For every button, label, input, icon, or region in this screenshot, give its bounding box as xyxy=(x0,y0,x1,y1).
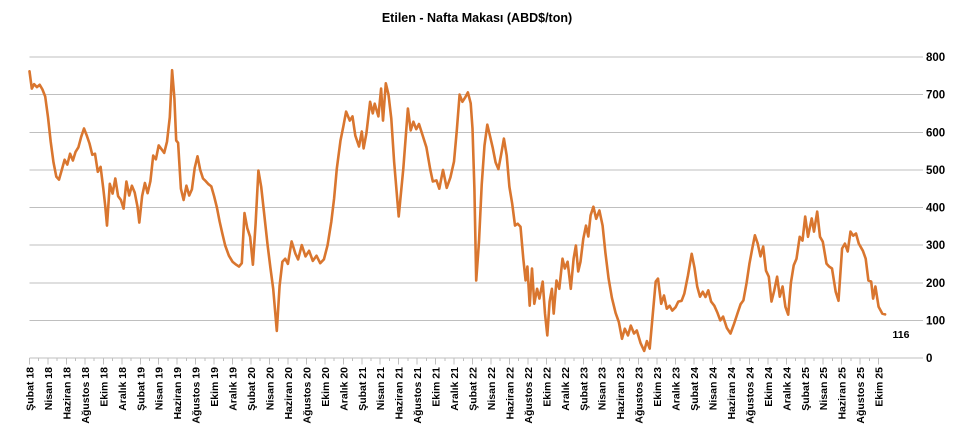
x-tick-label: Şubat 23 xyxy=(578,367,590,411)
x-tick-label: Haziran 24 xyxy=(726,367,738,420)
x-tick-label: Aralık 21 xyxy=(449,367,461,411)
x-tick-label: Aralık 20 xyxy=(338,367,350,411)
x-tick-label: Şubat 21 xyxy=(357,367,369,411)
x-tick-label: Ağustos 25 xyxy=(855,367,867,424)
y-tick-label: 800 xyxy=(926,52,945,64)
x-tick-label: Nisan 22 xyxy=(486,367,498,410)
x-tick-label: Şubat 19 xyxy=(135,367,147,411)
x-tick-label: Aralık 18 xyxy=(117,367,129,411)
x-tick-label: Ağustos 21 xyxy=(412,367,424,424)
series-line xyxy=(28,68,887,353)
x-tick-label: Ekim 25 xyxy=(874,367,886,407)
chart-title: Etilen - Nafta Makası (ABD$/ton) xyxy=(382,11,572,25)
x-tick-label: Ekim 18 xyxy=(98,367,110,407)
x-tick-label: Nisan 19 xyxy=(154,367,166,410)
x-tick-label: Ağustos 23 xyxy=(634,367,646,424)
x-tick-label: Ekim 20 xyxy=(320,367,332,407)
y-tick-label: 0 xyxy=(926,353,932,365)
x-tick-label: Haziran 25 xyxy=(837,367,849,420)
spread-series-path xyxy=(28,68,887,353)
x-tick-label: Aralık 22 xyxy=(560,367,572,411)
y-tick-label: 600 xyxy=(926,127,945,139)
x-axis-labels: Şubat 18 Nisan 18 Haziran 18 Ağustos 18 Ekim… xyxy=(25,367,886,424)
y-tick-label: 100 xyxy=(926,315,945,327)
x-tick-label: Ekim 23 xyxy=(652,367,664,407)
y-tick-label: 200 xyxy=(926,278,945,290)
x-tick-label: Nisan 23 xyxy=(597,367,609,410)
end-value-label: 116 xyxy=(893,329,910,341)
x-axis-ticks xyxy=(29,357,916,365)
x-tick-label: Ekim 22 xyxy=(541,367,553,407)
x-tick-label: Nisan 21 xyxy=(375,367,387,410)
x-tick-label: Aralık 23 xyxy=(671,367,683,411)
x-tick-label: Haziran 18 xyxy=(61,367,73,420)
y-tick-label: 300 xyxy=(926,240,945,252)
x-tick-label: Ağustos 19 xyxy=(191,367,203,424)
x-tick-label: Haziran 20 xyxy=(283,367,295,420)
y-axis-ticks xyxy=(916,56,923,359)
x-tick-label: Şubat 22 xyxy=(468,367,480,411)
x-tick-label: Ağustos 24 xyxy=(744,367,756,424)
x-tick-label: Aralık 19 xyxy=(228,367,240,411)
x-tick-label: Nisan 18 xyxy=(43,367,55,410)
x-tick-label: Nisan 25 xyxy=(818,367,830,410)
y-axis-labels: 0 100 200 300 400 500 600 700 800 xyxy=(926,52,945,365)
x-tick-label: Ekim 24 xyxy=(763,367,775,407)
x-tick-label: Ağustos 18 xyxy=(80,367,92,424)
x-tick-label: Haziran 22 xyxy=(504,367,516,420)
x-tick-label: Ağustos 22 xyxy=(523,367,535,424)
x-tick-label: Şubat 24 xyxy=(689,367,701,411)
x-tick-label: Ekim 19 xyxy=(209,367,221,407)
x-tick-label: Ağustos 20 xyxy=(301,367,313,424)
x-tick-label: Aralık 24 xyxy=(781,367,793,411)
x-tick-label: Haziran 23 xyxy=(615,367,627,420)
gridlines xyxy=(29,56,916,359)
x-tick-label: Haziran 19 xyxy=(172,367,184,420)
x-tick-label: Nisan 24 xyxy=(707,367,719,410)
x-tick-label: Şubat 20 xyxy=(246,367,258,411)
x-tick-label: Nisan 20 xyxy=(264,367,276,410)
y-tick-label: 400 xyxy=(926,203,945,215)
x-tick-label: Şubat 25 xyxy=(800,367,812,411)
x-tick-label: Haziran 21 xyxy=(394,367,406,420)
x-tick-label: Şubat 18 xyxy=(25,367,37,411)
y-tick-label: 500 xyxy=(926,165,945,177)
y-tick-label: 700 xyxy=(926,90,945,102)
x-tick-label: Ekim 21 xyxy=(431,367,443,407)
